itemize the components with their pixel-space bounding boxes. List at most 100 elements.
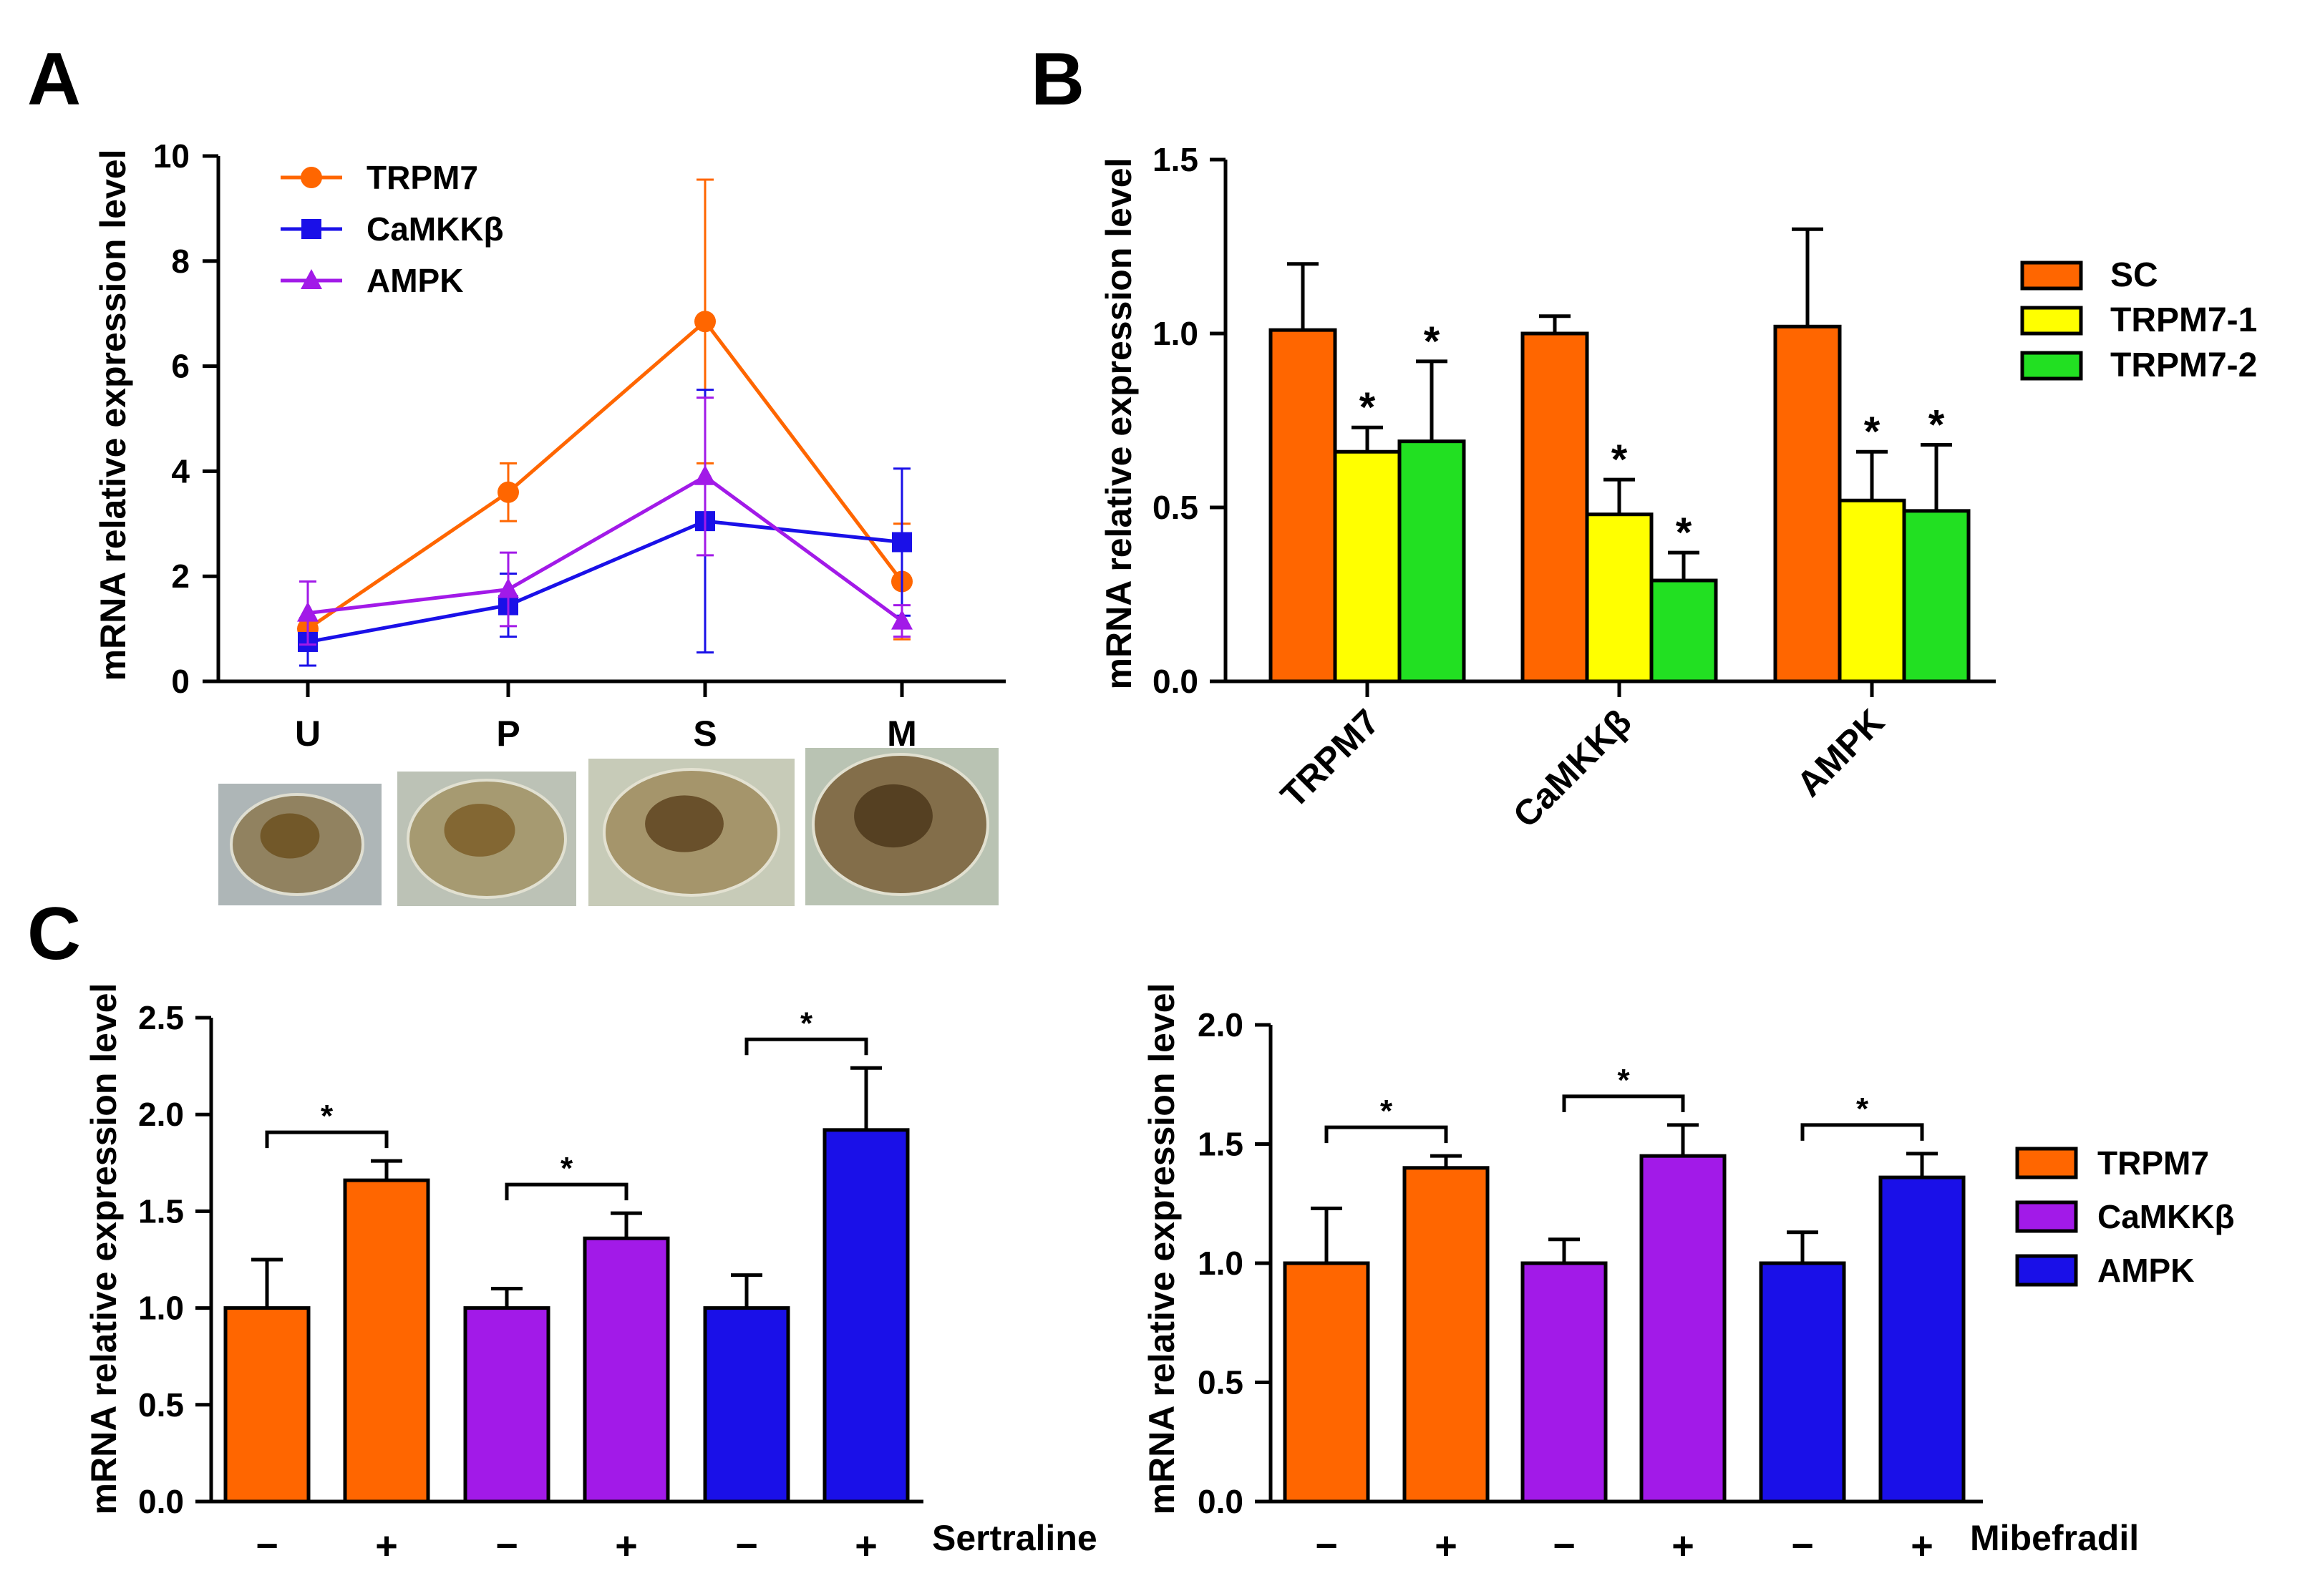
panel-c-left-y-tick-label: 2.5 (138, 999, 184, 1036)
panel-a-legend-marker (301, 167, 322, 188)
panel-c-right-bar-CaMKKβ-control (1520, 1261, 1608, 1504)
panel-c-right-bar-AMPK-control (1759, 1261, 1846, 1504)
panel-a-legend-marker (301, 269, 322, 289)
panel-c-left-significance-bracket (744, 1037, 868, 1056)
panel-c-left-significance-star: * (321, 1099, 334, 1134)
panel-a-legend-label-CaMKKβ: CaMKKβ (367, 210, 504, 248)
panel-a-y-tick-label: 6 (171, 348, 190, 385)
panel-b-legend-label-SC: SC (2110, 256, 2158, 294)
panel-c-right-ylabel: mRNA relative expression level (1142, 983, 1182, 1515)
panel-c-left-condition-label: − (256, 1524, 278, 1567)
panel-a-legend-label-TRPM7: TRPM7 (367, 159, 478, 196)
mibefradil-label: Mibefradil (1970, 1518, 2139, 1558)
panel-b-legend-label-TRPM7-2: TRPM7-2 (2110, 346, 2257, 384)
panel-c-right-y-tick-label: 2.0 (1198, 1006, 1243, 1043)
panel-b-legend-swatch (2020, 351, 2083, 381)
panel-c-right-significance-star: * (1617, 1063, 1630, 1098)
panel-letter-c: C (27, 892, 81, 975)
panel-c-left-bar-TRPM7-control (223, 1306, 311, 1504)
panel-b-significance-star: * (1864, 409, 1881, 455)
panel-a-point-AMPK (694, 464, 716, 485)
panel-a-point-TRPM7 (694, 311, 716, 333)
panel-c-right-y-tick-label: 0.5 (1198, 1364, 1243, 1401)
panel-b-y-tick-label: 0.5 (1152, 489, 1198, 526)
panel-c-left-significance-star: * (561, 1151, 573, 1186)
panel-c-left-condition-label: + (855, 1524, 878, 1567)
panel-c-left-bar-chart: 0.0 0.5 1.0 1.5 2.0 2.5 − + * − + * − + * mRNA relativ… (84, 983, 1097, 1567)
panel-a-x-label-M: M (887, 714, 917, 754)
panel-a-series-line-AMPK (307, 474, 903, 623)
panel-c-left-bar-CaMKKβ-treated (583, 1236, 670, 1504)
panel-b-legend-swatch (2020, 306, 2083, 336)
panel-a-point-AMPK (891, 609, 913, 630)
panel-a-y-tick-label: 0 (171, 663, 190, 700)
panel-b-bar-TRPM7-1-AMPK (1838, 498, 1906, 683)
panel-c-left-y-tick-label: 0.5 (138, 1386, 184, 1424)
panel-c-left-condition-label: − (495, 1524, 518, 1567)
panel-c-right-bar-AMPK-treated (1878, 1175, 1966, 1504)
panel-c-left-condition-label: + (375, 1524, 398, 1567)
panel-a-ylabel: mRNA relative expression level (93, 150, 133, 681)
panel-c-right-significance-bracket (1324, 1125, 1448, 1144)
panel-c-right-legend-swatch (2015, 1254, 2078, 1287)
panel-c-right-condition-label: + (1435, 1524, 1457, 1567)
panel-c-left-y-tick-label: 2.0 (138, 1096, 184, 1133)
panel-b-bar-TRPM7-2-AMPK (1902, 509, 1971, 683)
panel-c-right-condition-label: − (1553, 1524, 1576, 1567)
panel-c-right-significance-bracket (1800, 1123, 1924, 1141)
panel-b-x-label-TRPM7: TRPM7 (1273, 701, 1387, 815)
panel-a-y-tick-label: 4 (171, 452, 190, 490)
panel-b-bar-SC-AMPK (1773, 324, 1842, 683)
panel-letter-a: A (27, 38, 81, 121)
panel-c-right-significance-star: * (1856, 1091, 1869, 1127)
panel-c-right-y-tick-label: 0.0 (1198, 1483, 1243, 1520)
panel-c-left-significance-bracket (265, 1130, 389, 1149)
panel-c-right-legend-label-TRPM7: TRPM7 (2097, 1144, 2209, 1182)
veliger-larva-photo-gut (260, 813, 320, 859)
panel-c-right-significance-bracket (1562, 1094, 1685, 1112)
panel-a-series-line-TRPM7 (306, 318, 903, 631)
panel-b-y-tick-label: 0.0 (1152, 663, 1198, 700)
panel-b-bar-TRPM7-1-TRPM7 (1333, 449, 1402, 683)
panel-c-right-legend-swatch (2015, 1200, 2078, 1233)
panel-letter-b: B (1031, 38, 1084, 121)
panel-b-y-tick-label: 1.5 (1152, 141, 1198, 178)
panel-c-right-condition-label: + (1671, 1524, 1694, 1567)
panel-b-bar-SC-CaMKKβ (1520, 331, 1589, 683)
panel-a-y-tick-label: 2 (171, 558, 190, 595)
panel-c-left-bar-TRPM7-treated (343, 1178, 430, 1504)
panel-a-legend-label-AMPK: AMPK (367, 262, 463, 299)
panel-c-left-condition-label: + (615, 1524, 638, 1567)
panel-a-point-AMPK (498, 578, 519, 598)
panel-c-right-bar-CaMKKβ-treated (1639, 1154, 1727, 1504)
spat-larva-photo-gut (645, 795, 724, 852)
panel-b-bar-TRPM7-1-CaMKKβ (1585, 512, 1654, 683)
panel-c-right-y-tick-label: 1.5 (1198, 1126, 1243, 1163)
panel-a-x-label-S: S (693, 714, 717, 754)
panel-a-series-line-CaMKKβ (307, 519, 903, 644)
panel-c-right-y-tick-label: 1.0 (1198, 1245, 1243, 1282)
panel-c-left-significance-bracket (505, 1182, 629, 1201)
panel-b-x-label-AMPK: AMPK (1789, 701, 1892, 804)
sertraline-label: Sertraline (932, 1518, 1097, 1558)
panel-b-significance-star: * (1424, 318, 1440, 365)
panel-b-bar-TRPM7-2-CaMKKβ (1649, 578, 1718, 683)
panel-a-line-chart: 0 2 4 6 8 10 U P S M TRPM7 CaMKKβ AMPK mRNA relative… (93, 137, 1006, 906)
panel-c-right-legend-label-CaMKKβ: CaMKKβ (2097, 1198, 2235, 1235)
pediveliger-larva-photo-gut (444, 804, 515, 857)
panel-c-left-y-tick-label: 1.5 (138, 1192, 184, 1230)
panel-b-bar-chart: 0.0 0.5 1.0 1.5 * * TRPM7 * * CaMKKβ * * AMPK SC TRPM7… (1099, 141, 2257, 835)
panel-c-left-y-tick-label: 0.0 (138, 1483, 184, 1520)
panel-b-significance-star: * (1676, 510, 1692, 556)
panel-b-bar-SC-TRPM7 (1268, 328, 1337, 683)
panel-c-right-bar-chart: 0.00.51.01.52.0− +*− +*− +*TRPM7CaMKKβAMPK … (1142, 983, 2235, 1567)
panel-c-left-condition-label: − (735, 1524, 758, 1567)
panel-a-legend-marker (301, 219, 321, 239)
panel-c-left-bar-AMPK-control (703, 1306, 790, 1504)
panel-a-point-TRPM7 (498, 481, 519, 503)
panel-a-y-tick-label: 8 (171, 243, 190, 280)
panel-a-x-label-P: P (496, 714, 520, 754)
larva-photo-strip (218, 748, 999, 906)
panel-c-right-bar-TRPM7-control (1283, 1261, 1370, 1504)
